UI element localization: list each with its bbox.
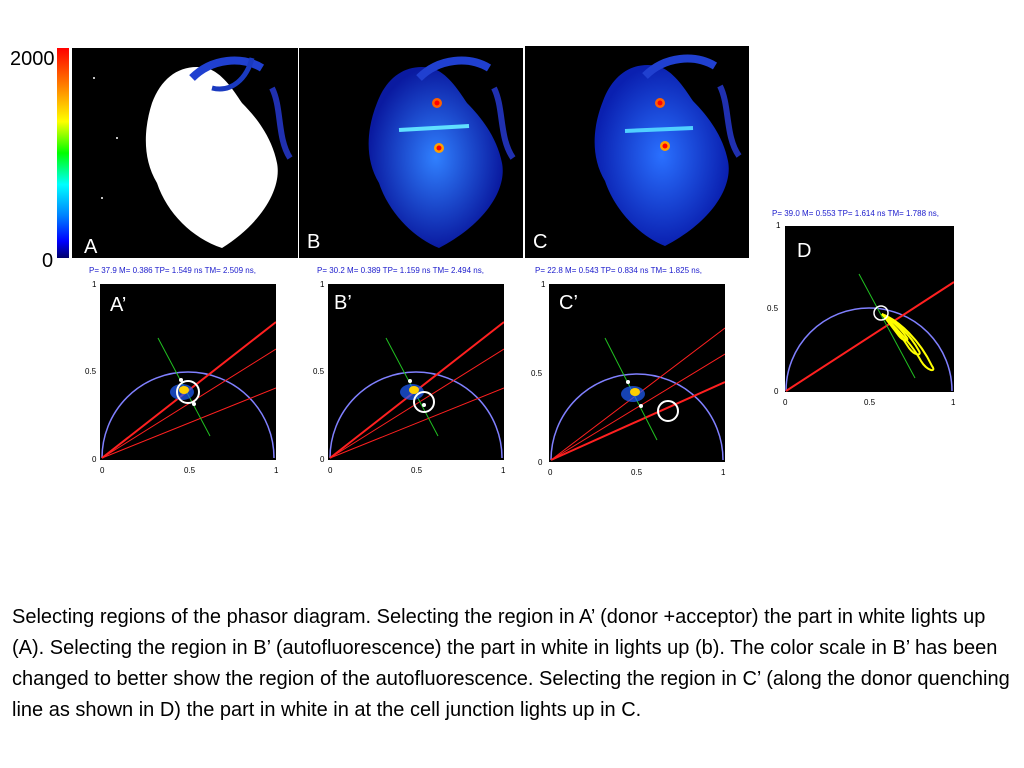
color-scale-max-label: 2000 <box>10 48 55 70</box>
phasor-plot-c-prime: C’ <box>549 284 726 462</box>
phasor-label-a-prime: A’ <box>110 294 127 316</box>
phasor-plot-b-prime: B’ <box>328 284 505 460</box>
tick-x-05-b-prime: 0.5 <box>411 466 423 475</box>
cell-image-b <box>368 56 516 248</box>
phasor-label-c-prime: C’ <box>559 292 578 314</box>
tick-y-0-a-prime: 0 <box>92 455 97 464</box>
tick-x-0-d: 0 <box>783 398 788 407</box>
figure-caption: Selecting regions of the phasor diagram.… <box>12 606 1010 721</box>
tick-y-0-d: 0 <box>774 387 779 396</box>
tick-y-05-b-prime: 0.5 <box>313 367 325 376</box>
color-scale-min-label: 0 <box>42 250 54 272</box>
tick-y-1-c-prime: 1 <box>541 280 546 289</box>
phasor-stats-b-prime: P= 30.2 M= 0.389 TP= 1.159 ns TM= 2.494 … <box>317 266 484 275</box>
phasor-graphic-d <box>785 273 955 392</box>
tick-x-05-d: 0.5 <box>864 398 876 407</box>
tick-x-1-d: 1 <box>951 398 956 407</box>
image-label-a: A <box>84 236 98 258</box>
phasor-stats-d: P= 39.0 M= 0.553 TP= 1.614 ns TM= 1.788 … <box>772 209 939 218</box>
phasor-stats-a-prime: P= 37.9 M= 0.386 TP= 1.549 ns TM= 2.509 … <box>89 266 256 275</box>
tick-y-0-c-prime: 0 <box>538 458 543 467</box>
phasor-plot-d: D <box>785 226 955 392</box>
image-panel-a: A <box>72 48 298 258</box>
tick-x-05-a-prime: 0.5 <box>184 466 196 475</box>
image-panel-b: B <box>299 48 523 258</box>
tick-x-05-c-prime: 0.5 <box>631 468 643 477</box>
tick-x-1-c-prime: 1 <box>721 468 726 477</box>
image-label-c: C <box>533 231 548 253</box>
tick-x-0-c-prime: 0 <box>548 468 553 477</box>
image-label-b: B <box>307 231 321 253</box>
image-panel-c: C <box>525 46 749 258</box>
tick-x-1-b-prime: 1 <box>501 466 506 475</box>
phasor-graphic-b-prime <box>329 321 505 459</box>
tick-y-05-a-prime: 0.5 <box>85 367 97 376</box>
phasor-stats-c-prime: P= 22.8 M= 0.543 TP= 0.834 ns TM= 1.825 … <box>535 266 702 275</box>
phasor-graphic-c-prime <box>550 327 726 461</box>
cell-image-a <box>93 56 293 248</box>
color-scale-bar <box>57 48 69 258</box>
tick-x-1-a-prime: 1 <box>274 466 279 475</box>
phasor-label-b-prime: B’ <box>334 292 352 314</box>
cell-image-c <box>594 54 742 246</box>
phasor-label-d: D <box>797 240 812 262</box>
tick-y-1-a-prime: 1 <box>92 280 97 289</box>
phasor-plot-a-prime: A’ <box>100 284 277 460</box>
tick-y-05-d: 0.5 <box>767 304 779 313</box>
phasor-graphic-a-prime <box>101 321 277 459</box>
tick-y-1-b-prime: 1 <box>320 280 325 289</box>
tick-y-05-c-prime: 0.5 <box>531 369 543 378</box>
tick-x-0-b-prime: 0 <box>328 466 333 475</box>
tick-y-1-d: 1 <box>776 221 781 230</box>
tick-y-0-b-prime: 0 <box>320 455 325 464</box>
tick-x-0-a-prime: 0 <box>100 466 105 475</box>
